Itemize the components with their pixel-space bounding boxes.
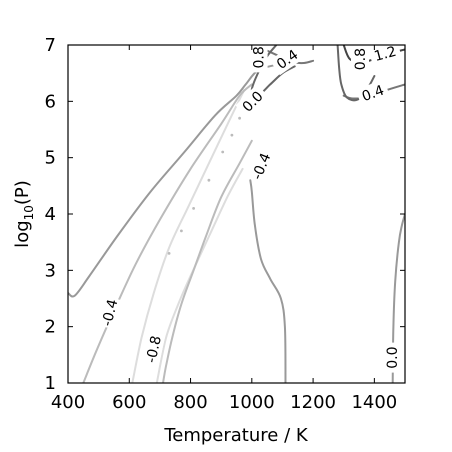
contour-label-group-1: -0.4 — [97, 295, 122, 330]
contour-label: 0.8 — [252, 46, 268, 68]
ridge-point-2 — [192, 207, 196, 210]
contour-label-background — [97, 295, 122, 330]
contour-label-background — [269, 43, 305, 76]
y-tick-label: 7 — [45, 35, 56, 56]
contour-label-group-8: 0.8 — [351, 44, 369, 75]
x-tick-label: 800 — [173, 392, 207, 413]
contour-label: 0.0 — [385, 346, 401, 368]
contour-label: 0.8 — [353, 48, 369, 70]
contour-label-group-9: 1.2 — [368, 40, 402, 66]
contour-label-background — [351, 44, 369, 75]
y-tick-label: 3 — [45, 260, 56, 281]
y-tick-label: 6 — [45, 91, 56, 112]
x-tick-label: 1400 — [351, 392, 397, 413]
contour-label-group-0: -0.8 — [141, 332, 166, 366]
contour-line-3-0 — [68, 63, 278, 298]
contour-label: -0.8 — [144, 334, 165, 364]
contour-line-0-0 — [131, 89, 246, 383]
ridge-point-1 — [180, 229, 183, 233]
contour-label: 1.2 — [373, 44, 399, 65]
y-axis-ticks: 1 2 3 4 5 6 7 — [45, 35, 405, 394]
y-tick-label: 1 — [45, 373, 56, 394]
x-tick-label: 1200 — [290, 392, 336, 413]
y-axis-label: log10(P) — [12, 180, 36, 248]
contour-label-group-4: 0.0 — [383, 342, 402, 373]
contour-line-3-2 — [391, 213, 405, 383]
contour-line-1-0 — [82, 83, 253, 383]
ridge-point-4 — [221, 150, 225, 154]
x-axis-label: Temperature / K — [163, 425, 309, 446]
contour-label-background — [355, 79, 390, 107]
contour-label: 0.4 — [360, 82, 386, 105]
contour-label: -0.4 — [99, 298, 121, 328]
contour-label-background — [383, 342, 402, 373]
x-tick-label: 1000 — [229, 392, 275, 413]
contour-label-background — [368, 40, 402, 66]
y-axis-label-argument: (P) — [12, 180, 33, 205]
x-tick-label: 400 — [51, 392, 85, 413]
x-tick-label: 600 — [112, 392, 146, 413]
y-tick-label: 4 — [45, 204, 56, 225]
y-tick-label: 5 — [45, 148, 56, 169]
y-axis-label-base: log — [12, 220, 33, 247]
contour-line-1-1 — [162, 139, 253, 383]
ridge-point-6 — [238, 116, 242, 120]
x-axis-ticks: 400 600 800 1000 1200 1400 — [51, 45, 397, 413]
y-axis-label-subscript: 10 — [22, 205, 36, 220]
ridge-point-5 — [230, 133, 234, 137]
contour-label-background — [249, 42, 268, 73]
y-tick-label: 2 — [45, 317, 56, 338]
ridge-point-0 — [167, 252, 171, 255]
contour-line-3-1 — [249, 179, 287, 383]
ridge-point-3 — [207, 178, 211, 182]
contour-label-group-7: 0.8 — [249, 42, 268, 73]
contour-label-background — [141, 332, 166, 366]
contour-label-background — [235, 84, 270, 119]
contour-label-group-6: 0.4 — [355, 79, 390, 107]
contour-label-background — [247, 148, 275, 184]
